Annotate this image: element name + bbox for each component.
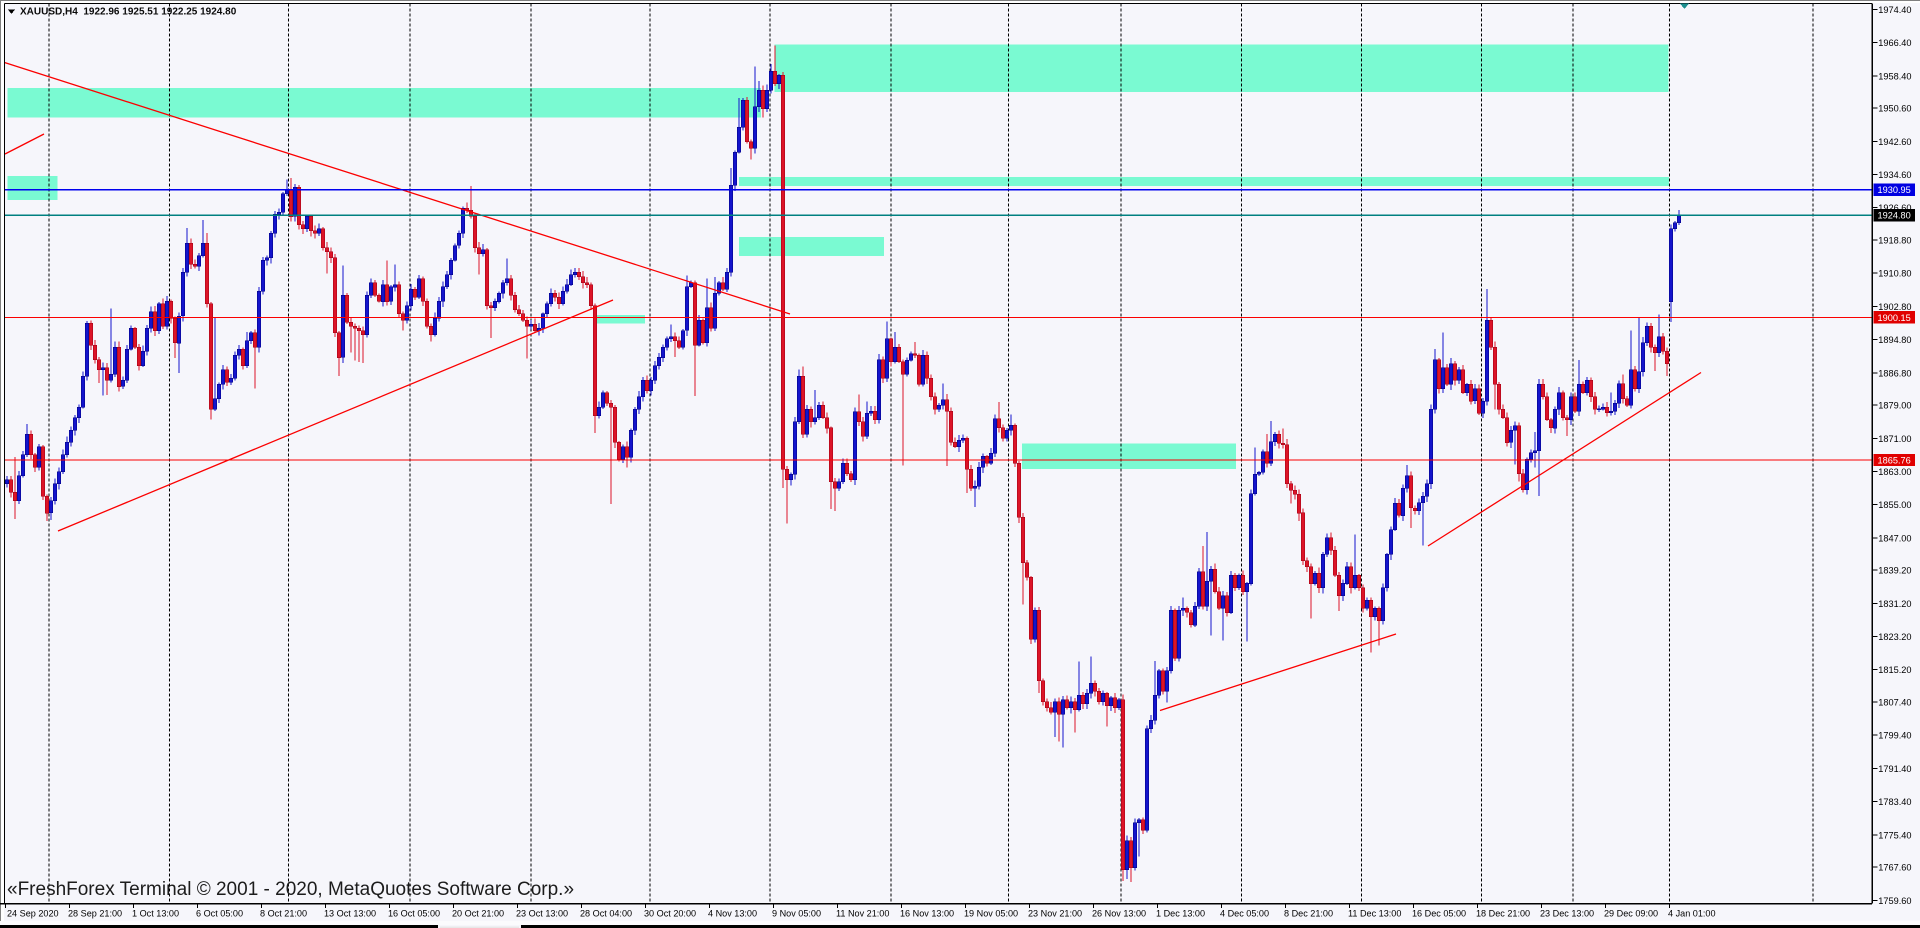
svg-text:1807.40: 1807.40 xyxy=(1878,698,1911,708)
svg-text:4 Dec 05:00: 4 Dec 05:00 xyxy=(1220,909,1269,919)
svg-text:1930.95: 1930.95 xyxy=(1878,185,1911,195)
svg-text:1831.20: 1831.20 xyxy=(1878,599,1911,609)
svg-text:1926.60: 1926.60 xyxy=(1878,203,1911,213)
svg-text:1974.40: 1974.40 xyxy=(1878,5,1911,15)
svg-text:1934.60: 1934.60 xyxy=(1878,170,1911,180)
svg-text:18 Dec 21:00: 18 Dec 21:00 xyxy=(1476,909,1530,919)
svg-text:16 Nov 13:00: 16 Nov 13:00 xyxy=(900,909,954,919)
svg-text:11 Dec 13:00: 11 Dec 13:00 xyxy=(1348,909,1401,919)
svg-text:1775.40: 1775.40 xyxy=(1878,830,1911,840)
svg-text:1815.20: 1815.20 xyxy=(1878,665,1911,675)
svg-text:8 Dec 21:00: 8 Dec 21:00 xyxy=(1284,909,1333,919)
svg-text:16 Dec 05:00: 16 Dec 05:00 xyxy=(1412,909,1466,919)
svg-text:13 Oct 13:00: 13 Oct 13:00 xyxy=(324,909,376,919)
svg-text:1871.00: 1871.00 xyxy=(1878,434,1911,444)
svg-text:11 Nov 21:00: 11 Nov 21:00 xyxy=(836,909,889,919)
svg-text:1918.80: 1918.80 xyxy=(1878,236,1911,246)
svg-text:29 Dec 09:00: 29 Dec 09:00 xyxy=(1604,909,1658,919)
svg-text:1767.60: 1767.60 xyxy=(1878,863,1911,873)
svg-text:1839.20: 1839.20 xyxy=(1878,566,1911,576)
svg-text:28 Oct 04:00: 28 Oct 04:00 xyxy=(580,909,632,919)
svg-text:1783.40: 1783.40 xyxy=(1878,797,1911,807)
svg-text:1759.60: 1759.60 xyxy=(1878,896,1911,906)
svg-text:23 Oct 13:00: 23 Oct 13:00 xyxy=(516,909,568,919)
svg-text:1799.40: 1799.40 xyxy=(1878,731,1911,741)
svg-text:1 Oct 13:00: 1 Oct 13:00 xyxy=(132,909,179,919)
svg-text:1791.40: 1791.40 xyxy=(1878,764,1911,774)
svg-text:24 Sep 2020: 24 Sep 2020 xyxy=(7,909,59,919)
svg-text:1 Dec 13:00: 1 Dec 13:00 xyxy=(1156,909,1205,919)
svg-text:19 Nov 05:00: 19 Nov 05:00 xyxy=(964,909,1018,919)
svg-text:9 Nov 05:00: 9 Nov 05:00 xyxy=(772,909,821,919)
svg-text:8 Oct 21:00: 8 Oct 21:00 xyxy=(260,909,307,919)
svg-text:4 Nov 13:00: 4 Nov 13:00 xyxy=(708,909,757,919)
svg-text:1942.60: 1942.60 xyxy=(1878,137,1911,147)
svg-text:1823.20: 1823.20 xyxy=(1878,632,1911,642)
svg-text:1886.80: 1886.80 xyxy=(1878,368,1911,378)
svg-text:1902.80: 1902.80 xyxy=(1878,302,1911,312)
svg-text:1966.40: 1966.40 xyxy=(1878,38,1911,48)
svg-text:16 Oct 05:00: 16 Oct 05:00 xyxy=(388,909,440,919)
svg-text:«FreshForex Terminal © 2001 -: «FreshForex Terminal © 2001 - 2020, Meta… xyxy=(7,879,574,900)
svg-text:XAUUSD,H4 1922.96 1925.51 192: XAUUSD,H4 1922.96 1925.51 1922.25 1924.8… xyxy=(20,7,237,18)
svg-text:1865.76: 1865.76 xyxy=(1878,456,1911,466)
svg-text:1958.40: 1958.40 xyxy=(1878,71,1911,81)
svg-text:1910.80: 1910.80 xyxy=(1878,269,1911,279)
svg-text:1950.60: 1950.60 xyxy=(1878,104,1911,114)
svg-text:1894.80: 1894.80 xyxy=(1878,335,1911,345)
svg-text:30 Oct 20:00: 30 Oct 20:00 xyxy=(644,909,696,919)
svg-text:20 Oct 21:00: 20 Oct 21:00 xyxy=(452,909,504,919)
svg-text:1847.00: 1847.00 xyxy=(1878,533,1911,543)
svg-text:1924.80: 1924.80 xyxy=(1878,211,1911,221)
svg-text:28 Sep 21:00: 28 Sep 21:00 xyxy=(68,909,122,919)
svg-text:1900.15: 1900.15 xyxy=(1878,313,1911,323)
svg-text:1855.00: 1855.00 xyxy=(1878,500,1911,510)
svg-text:26 Nov 13:00: 26 Nov 13:00 xyxy=(1092,909,1146,919)
svg-text:1863.00: 1863.00 xyxy=(1878,467,1911,477)
svg-text:23 Nov 21:00: 23 Nov 21:00 xyxy=(1028,909,1082,919)
svg-text:6 Oct 05:00: 6 Oct 05:00 xyxy=(196,909,243,919)
svg-text:1879.00: 1879.00 xyxy=(1878,401,1911,411)
svg-text:4 Jan 01:00: 4 Jan 01:00 xyxy=(1668,909,1716,919)
svg-text:23 Dec 13:00: 23 Dec 13:00 xyxy=(1540,909,1594,919)
